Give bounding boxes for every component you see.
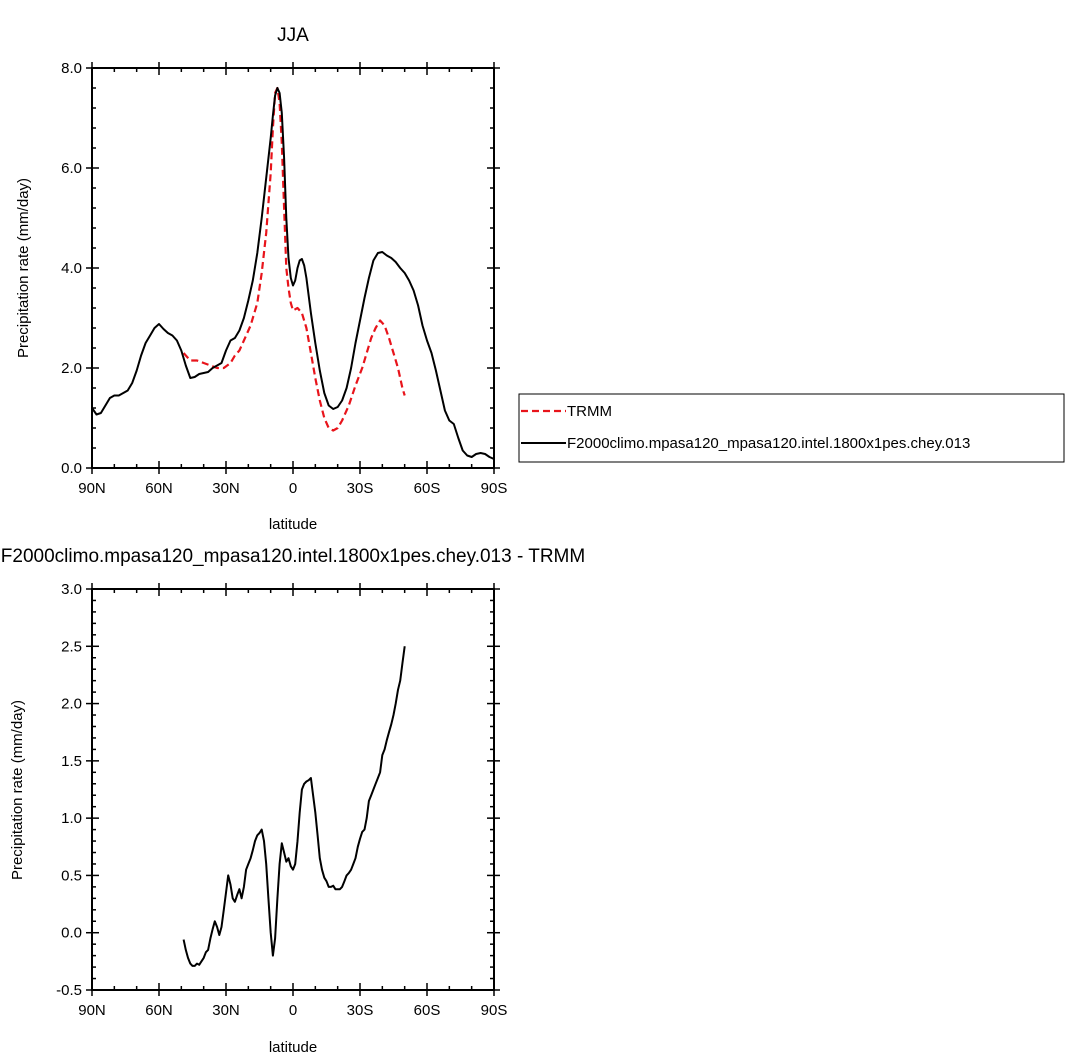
top-x-tick-label: 60N [145,480,173,497]
top-series-line-model [91,87,495,460]
top-y-tick-label: 2.0 [61,360,82,377]
top-y-tick-label: 8.0 [61,60,82,77]
bottom-y-tick-label: 1.5 [61,753,82,770]
top-y-tick-label: 0.0 [61,460,82,477]
bottom-y-tick-label: 3.0 [61,581,82,598]
top-panel: JJA 90N 60N 30N 0 30S 60S 90S 0.0 2.0 4.0 6.0 8.0 l… [15,25,507,533]
bottom-x-tick-label: 30N [212,1002,240,1019]
bottom-y-tick-label: -0.5 [56,982,82,999]
top-x-tick-label: 90S [481,480,508,497]
bottom-x-tick-label: 0 [289,1002,297,1019]
bottom-x-tick-label: 30S [347,1002,374,1019]
bottom-y-tick-label: 2.0 [61,696,82,713]
top-y-tick-label: 4.0 [61,260,82,277]
top-panel-title: JJA [277,25,309,46]
bottom-x-tick-label: 60S [414,1002,441,1019]
top-x-tick-label: 0 [289,480,297,497]
bottom-series-line-difference [182,646,406,967]
bottom-panel-title: F2000climo.mpasa120_mpasa120.intel.1800x… [1,546,585,567]
bottom-x-tick-label: 90S [481,1002,508,1019]
bottom-y-tick-label: 1.0 [61,810,82,827]
legend-label-model: F2000climo.mpasa120_mpasa120.intel.1800x… [567,435,970,452]
bottom-x-tick-label: 90N [78,1002,106,1019]
bottom-y-tick-label: 0.5 [61,867,82,884]
bottom-plot-frame [91,588,495,991]
top-plot-frame [91,67,495,469]
top-plot-area: 90N 60N 30N 0 30S 60S 90S 0.0 2.0 4.0 6.0 8.0 [61,60,507,497]
legend-box [518,393,1065,463]
top-x-tick-label: 90N [78,480,106,497]
bottom-x-tick-label: 60N [145,1002,173,1019]
top-x-tick-label: 30N [212,480,240,497]
top-y-axis-label: Precipitation rate (mm/day) [15,178,32,358]
bottom-x-axis-label: latitude [269,1039,317,1056]
legend: TRMM F2000climo.mpasa120_mpasa120.intel.… [518,393,1065,463]
bottom-y-tick-label: 2.5 [61,638,82,655]
legend-label-trmm: TRMM [567,403,612,420]
top-x-tick-label: 30S [347,480,374,497]
bottom-y-axis-label: Precipitation rate (mm/day) [9,700,26,880]
top-x-tick-label: 60S [414,480,441,497]
bottom-plot-area: 90N 60N 30N 0 30S 60S 90S -0.5 0.0 0.5 1.0 1.5 2.0 2.… [56,581,507,1019]
top-series-line-trmm [182,86,406,432]
bottom-y-tick-label: 0.0 [61,925,82,942]
top-x-axis-label: latitude [269,516,317,533]
bottom-panel: F2000climo.mpasa120_mpasa120.intel.1800x… [1,546,585,1056]
top-y-tick-label: 6.0 [61,160,82,177]
